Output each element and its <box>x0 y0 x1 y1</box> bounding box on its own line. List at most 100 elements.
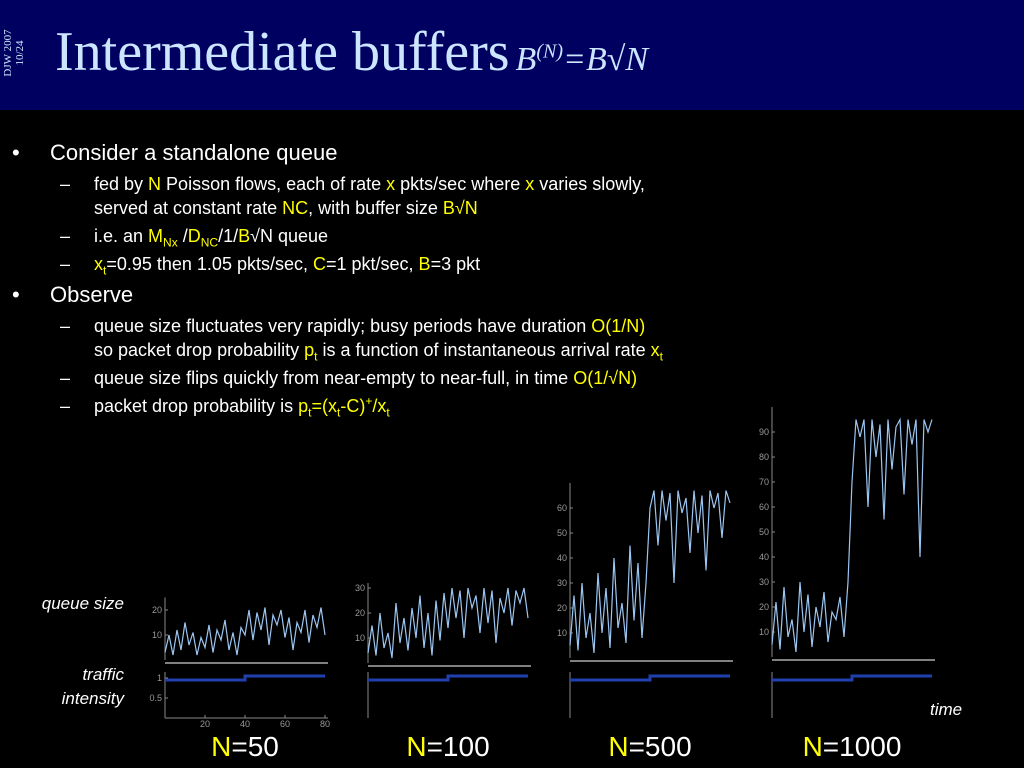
bullet-line: served at constant rate NC, with buffer … <box>94 196 1024 220</box>
bullet-line: xt=0.95 then 1.05 pkts/sec, C=1 pkt/sec,… <box>94 252 1024 278</box>
text-run: queue size fluctuates very rapidly; busy… <box>94 316 592 336</box>
label-run: N <box>803 731 823 762</box>
text-run: C <box>312 254 326 274</box>
sub-bullet: packet drop probability is pt=(xt-C)+/xt <box>0 394 1024 420</box>
x-tick-label: 40 <box>240 719 250 729</box>
label-run: =100 <box>427 731 490 762</box>
text-run: /1/ <box>218 226 239 246</box>
text-run: queue size flips quickly from near-empty… <box>94 368 574 388</box>
label-run: N <box>608 731 628 762</box>
text-run: NC <box>200 235 219 250</box>
text-run: =1 pkt/sec, <box>325 254 419 274</box>
x-tick-label: 60 <box>280 719 290 729</box>
text-run: D <box>187 226 201 246</box>
text-run: t <box>103 263 107 278</box>
text-run: t <box>314 349 318 364</box>
y-tick-label: 50 <box>557 528 567 538</box>
text-run: i.e. an <box>94 226 149 246</box>
y-tick-label: 10 <box>557 628 567 638</box>
text-run: p <box>304 340 315 360</box>
bullet-line: queue size flips quickly from near-empty… <box>94 366 1024 390</box>
text-run: t <box>336 405 341 420</box>
intensity-label: traffic intensity <box>61 665 124 708</box>
text-run: packet drop probability is <box>94 396 299 416</box>
bullet: Observe <box>0 280 1024 310</box>
y-tick-label: 10 <box>355 633 365 643</box>
label-run: N <box>406 731 426 762</box>
text-run: B <box>238 226 251 246</box>
sub-bullet: i.e. an MNx /DNC/1/B√N queue <box>0 224 1024 250</box>
y-tick-label: 20 <box>759 602 769 612</box>
sub-bullet: fed by N Poisson flows, each of rate x p… <box>0 172 1024 220</box>
bullet-line: i.e. an MNx /DNC/1/B√N queue <box>94 224 1024 250</box>
y-tick-label: 40 <box>557 553 567 563</box>
text-run: so packet drop probability <box>94 340 305 360</box>
bullet-list: Consider a standalone queue fed by N Pois… <box>0 138 1024 422</box>
panel-label: N=50 <box>211 731 279 762</box>
queue-trace <box>367 587 529 659</box>
y-tick-label: 30 <box>355 583 365 593</box>
y-tick-label: 20 <box>557 603 567 613</box>
text-run: =(x <box>311 396 337 416</box>
text-run: is a function of instantaneous arrival r… <box>317 340 651 360</box>
bullet-line: fed by N Poisson flows, each of rate x p… <box>94 172 1024 196</box>
sub-bullet: xt=0.95 then 1.05 pkts/sec, C=1 pkt/sec,… <box>0 252 1024 278</box>
y-tick-label: 40 <box>759 552 769 562</box>
text-run: B <box>515 41 537 78</box>
y-tick-label: 10 <box>759 627 769 637</box>
sub-bullet: queue size fluctuates very rapidly; busy… <box>0 314 1024 364</box>
text-run: x <box>94 254 103 274</box>
y-tick-label: 80 <box>759 452 769 462</box>
text-run: / <box>177 226 188 246</box>
title-text: Intermediate buffers <box>55 21 510 83</box>
text-run: x <box>386 174 396 194</box>
y-tick-label: 70 <box>759 477 769 487</box>
panel-label: N=500 <box>608 731 691 762</box>
title-formula: B(N)=B√N <box>516 41 649 78</box>
text-run: x <box>650 340 660 360</box>
queue-trace <box>569 490 731 654</box>
y-tick-label: 30 <box>557 578 567 588</box>
x-tick-label: 20 <box>200 719 210 729</box>
text-run: O(1/√N) <box>573 368 638 388</box>
y-tick-label: 20 <box>152 605 162 615</box>
text-run: p <box>298 396 309 416</box>
label-run: =50 <box>231 731 279 762</box>
text-run: √N queue <box>250 226 329 246</box>
text-run: =0.95 then 1.05 pkts/sec, <box>106 254 313 274</box>
intensity-line <box>772 674 932 682</box>
queue-trace <box>771 417 933 653</box>
label-run: =500 <box>629 731 692 762</box>
intensity-line <box>368 674 528 682</box>
text-run: =3 pkt <box>430 254 481 274</box>
text-run: Nx <box>163 235 178 250</box>
title: Intermediate buffers B(N)=B√N <box>55 20 648 84</box>
y-tick-label: 30 <box>759 577 769 587</box>
text-run: NC <box>282 198 309 218</box>
y2-tick-label: 1 <box>157 673 162 683</box>
time-label: time <box>930 700 963 719</box>
text-run: -C) <box>340 396 366 416</box>
text-run: (N) <box>536 40 563 63</box>
panel-label: N=100 <box>406 731 489 762</box>
x-tick-label: 80 <box>320 719 330 729</box>
panel-label: N=1000 <box>803 731 902 762</box>
queue-label: queue size <box>41 594 124 613</box>
y-tick-label: 50 <box>759 527 769 537</box>
y-tick-label: 20 <box>355 608 365 618</box>
bullet-line: so packet drop probability pt is a funct… <box>94 338 1024 364</box>
bullet-line: packet drop probability is pt=(xt-C)+/xt <box>94 394 1024 420</box>
sub-bullet: queue size flips quickly from near-empty… <box>0 366 1024 390</box>
intensity-line <box>570 674 730 682</box>
text-run: pkts/sec where <box>395 174 526 194</box>
text-run: B <box>418 254 431 274</box>
text-run: , with buffer size <box>308 198 443 218</box>
text-run: B√N <box>442 198 478 218</box>
text-run: /x <box>372 396 387 416</box>
header-bar <box>0 0 1024 110</box>
text-run: O(1/N) <box>591 316 646 336</box>
text-run: M <box>148 226 164 246</box>
label-run: =1000 <box>823 731 902 762</box>
